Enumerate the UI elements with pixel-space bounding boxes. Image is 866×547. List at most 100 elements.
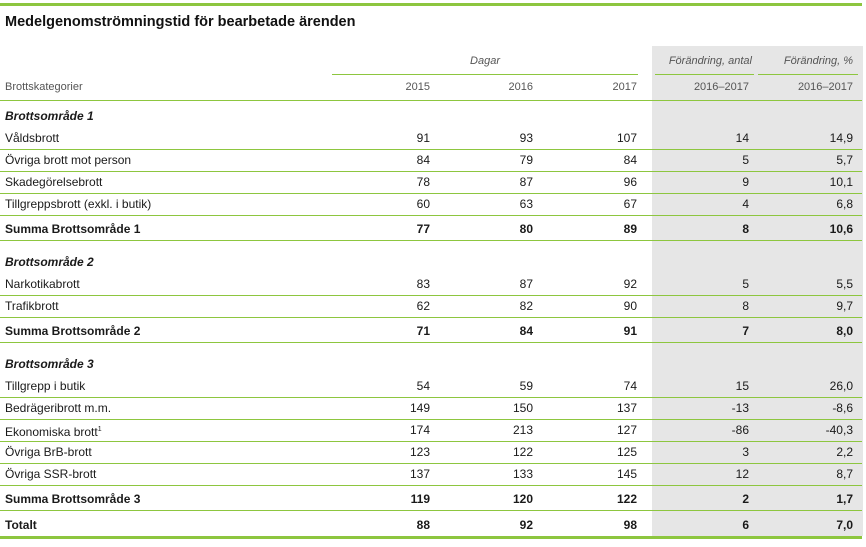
cell-change-pct: 8,7 (836, 467, 853, 481)
row-label: Tillgrepp i butik (5, 379, 86, 393)
cell-2016: 150 (512, 401, 533, 415)
row-label: Summa Brottsområde 1 (5, 222, 141, 236)
cell-2017: 89 (623, 222, 637, 236)
cell-2015: 62 (416, 299, 430, 313)
cell-2016: 59 (519, 379, 533, 393)
cell-change-count: 14 (735, 131, 749, 145)
cell-2017: 98 (623, 518, 637, 532)
section-heading: Brottsområde 1 (5, 109, 94, 123)
row-label: Ekonomiska brott (5, 425, 98, 439)
cell-change-count: 8 (742, 222, 749, 236)
table-row: Tillgrepp i butik 54 59 74 15 26,0 (0, 375, 862, 398)
cell-2015: 119 (410, 492, 430, 506)
cell-2017: 92 (623, 277, 637, 291)
table-row: Trafikbrott 62 82 90 8 9,7 (0, 295, 862, 318)
row-label: Totalt (5, 518, 37, 532)
cell-change-count: 8 (742, 299, 749, 313)
cell-change-count: 3 (742, 445, 749, 459)
cell-change-pct: -40,3 (825, 423, 853, 437)
cell-change-count: 15 (735, 379, 749, 393)
row-label: Trafikbrott (5, 299, 59, 313)
cell-2016: 213 (512, 423, 533, 437)
cell-2015: 137 (409, 467, 430, 481)
section-heading-row: Brottsområde 3 (0, 353, 862, 375)
cell-2017: 122 (616, 492, 637, 506)
cell-2016: 87 (519, 277, 533, 291)
row-label: Tillgreppsbrott (exkl. i butik) (5, 197, 152, 211)
row-label: Narkotikabrott (5, 277, 80, 291)
cell-2017: 96 (623, 175, 637, 189)
cell-2017: 125 (616, 445, 637, 459)
bottom-accent-bar (0, 536, 862, 539)
cell-2017: 137 (616, 401, 637, 415)
cell-change-pct: 9,7 (836, 299, 853, 313)
table-row: Våldsbrott 91 93 107 14 14,9 (0, 127, 862, 150)
table-row-subtotal: Summa Brottsområde 1 77 80 89 8 10,6 (0, 218, 862, 241)
cell-2015: 84 (416, 153, 430, 167)
cell-2015: 91 (416, 131, 430, 145)
cell-2016: 80 (519, 222, 533, 236)
footnote-marker: 1 (97, 426, 102, 433)
row-label: Summa Brottsområde 3 (5, 492, 141, 506)
cell-2017: 90 (623, 299, 637, 313)
cell-2017: 107 (616, 131, 637, 145)
table-row: Ekonomiska brott1 174 213 127 -86 -40,3 (0, 419, 862, 442)
row-label: Skadegörelsebrott (5, 175, 103, 189)
cell-change-pct: 8,0 (836, 324, 853, 338)
cell-2015: 123 (409, 445, 430, 459)
cell-change-count: 2 (742, 492, 749, 506)
cell-2016: 120 (512, 492, 533, 506)
table-row-subtotal: Summa Brottsområde 2 71 84 91 7 8,0 (0, 320, 862, 343)
row-label: Övriga BrB-brott (5, 445, 92, 459)
row-label: Övriga SSR-brott (5, 467, 97, 481)
section-heading-row: Brottsområde 2 (0, 251, 862, 273)
cell-change-count: 5 (742, 153, 749, 167)
header-change-count-rule (655, 74, 754, 75)
cell-change-pct: 1,7 (836, 492, 853, 506)
cell-change-count: 5 (742, 277, 749, 291)
section-heading: Brottsområde 2 (5, 255, 94, 269)
cell-2016: 122 (512, 445, 533, 459)
header-range-count: 2016–2017 (693, 81, 749, 93)
cell-change-count: 4 (742, 197, 749, 211)
cell-change-pct: 10,6 (829, 222, 853, 236)
header-category: Brottskategorier (5, 81, 83, 93)
cell-2016: 93 (519, 131, 533, 145)
cell-change-pct: 10,1 (829, 175, 853, 189)
cell-change-count: -13 (731, 401, 749, 415)
table-row: Tillgreppsbrott (exkl. i butik) 60 63 67… (0, 193, 862, 216)
header-year-2015: 2015 (405, 81, 430, 93)
cell-2017: 84 (623, 153, 637, 167)
section-heading: Brottsområde 3 (5, 357, 94, 371)
cell-2016: 92 (519, 518, 533, 532)
cell-change-pct: 6,8 (836, 197, 853, 211)
cell-change-count: 7 (742, 324, 749, 338)
cell-change-count: 6 (742, 518, 749, 532)
cell-2015: 174 (409, 423, 430, 437)
header-change-count: Förändring, antal (668, 55, 752, 67)
cell-2015: 88 (416, 518, 430, 532)
row-label: Summa Brottsområde 2 (5, 324, 141, 338)
cell-2015: 78 (416, 175, 430, 189)
header-year-2016: 2016 (508, 81, 533, 93)
cell-2017: 74 (623, 379, 637, 393)
cell-change-pct: 26,0 (829, 379, 853, 393)
top-accent-bar (0, 3, 862, 6)
header-change-pct: Förändring, % (783, 55, 853, 67)
cell-2016: 84 (519, 324, 533, 338)
cell-2017: 91 (623, 324, 637, 338)
cell-2015: 83 (416, 277, 430, 291)
cell-2015: 71 (416, 324, 430, 338)
cell-2015: 149 (409, 401, 430, 415)
table-row: Övriga brott mot person 84 79 84 5 5,7 (0, 149, 862, 172)
cell-2016: 79 (519, 153, 533, 167)
cell-2017: 67 (623, 197, 637, 211)
cell-change-count: 9 (742, 175, 749, 189)
row-label-with-footnote: Ekonomiska brott1 (5, 423, 102, 439)
header-group-days-rule (332, 74, 638, 75)
section-heading-row: Brottsområde 1 (0, 105, 862, 127)
cell-change-pct: 14,9 (829, 131, 853, 145)
cell-change-pct: 5,7 (836, 153, 853, 167)
table-title: Medelgenomströmningstid för bearbetade ä… (5, 14, 356, 30)
header-group-days: Dagar (470, 55, 500, 67)
